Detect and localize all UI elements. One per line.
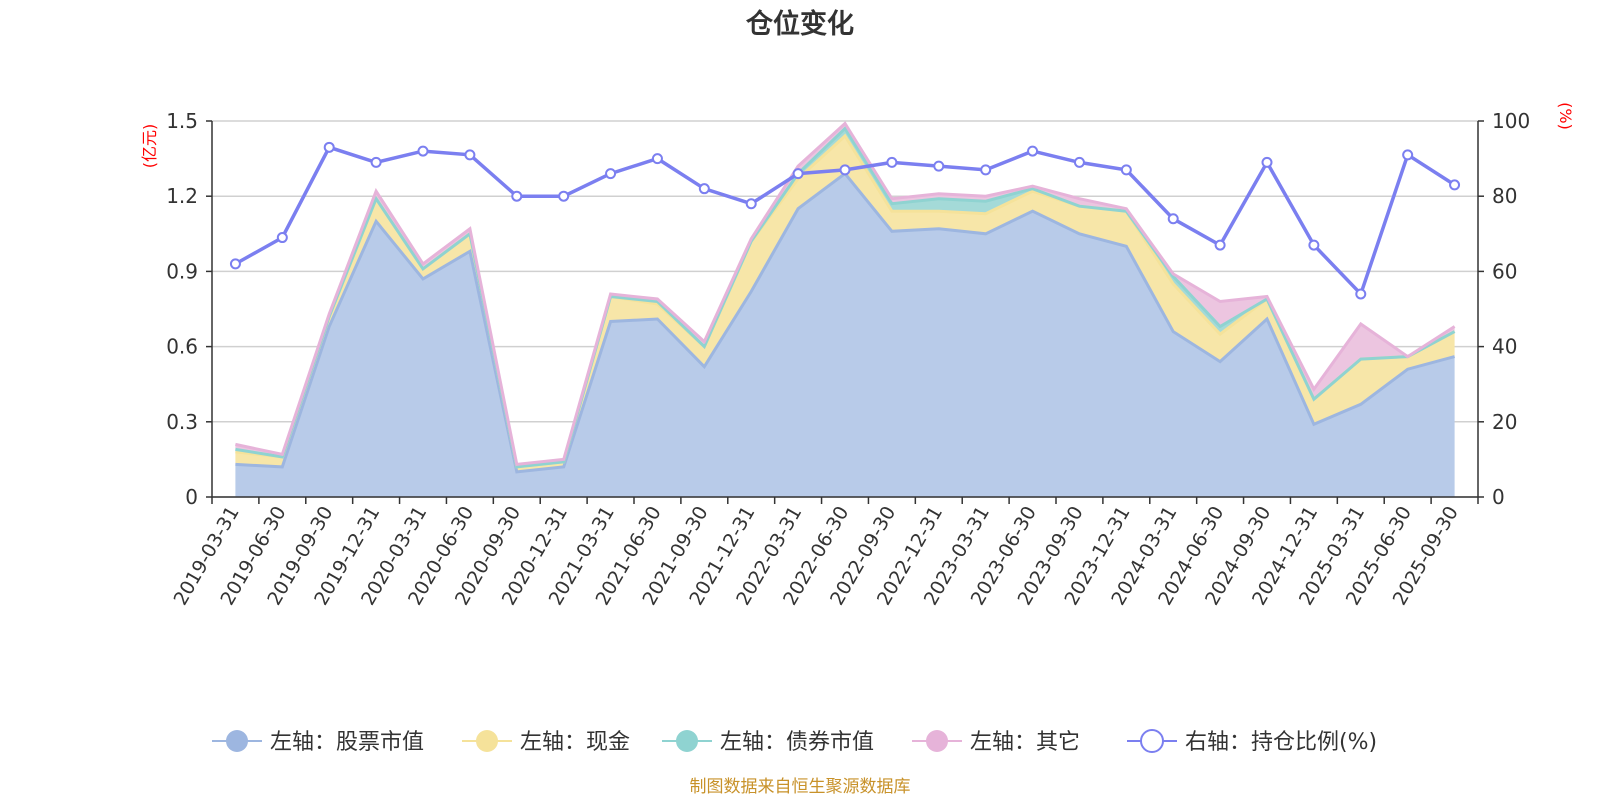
left-tick-label-1: 0.3: [166, 410, 198, 434]
right-tick-label-4: 80: [1492, 184, 1517, 208]
ratio-point-7: [558, 190, 570, 202]
legend-item-3: 左轴：其它: [912, 730, 1080, 755]
ratio-point-23: [1308, 239, 1320, 251]
ratio-point-5: [464, 149, 476, 161]
ratio-point-19: [1120, 164, 1132, 176]
stacked-areas: [235, 121, 1456, 497]
ratio-point-6: [511, 190, 523, 202]
ratio-point-22: [1261, 156, 1273, 168]
ratio-point-17: [1027, 145, 1039, 157]
left-axis-unit: (亿元): [140, 124, 159, 169]
right-axis-unit: (%): [1556, 102, 1575, 130]
ratio-point-8: [605, 168, 617, 180]
right-tick-label-3: 60: [1492, 259, 1517, 283]
area-series-0: [235, 173, 1455, 497]
chart-title: 仓位变化: [745, 8, 854, 40]
ratio-point-20: [1167, 213, 1179, 225]
ratio-point-24: [1355, 288, 1367, 300]
legend-item-1: 左轴：现金: [462, 730, 630, 755]
ratio-point-10: [698, 183, 710, 195]
legend-label-3: 左轴：其它: [970, 730, 1080, 755]
right-tick-label-2: 40: [1492, 335, 1517, 359]
area-series-line-3: [235, 121, 1456, 467]
right-tick-label-5: 100: [1492, 109, 1530, 133]
right-tick-label-0: 0: [1492, 485, 1505, 509]
legend-marker-0: [226, 730, 248, 752]
legend-marker-1: [476, 730, 498, 752]
ratio-point-0: [229, 258, 241, 270]
legend-label-4: 右轴：持仓比例(%): [1185, 730, 1377, 755]
ratio-point-3: [370, 156, 382, 168]
source-note: 制图数据来自恒生聚源数据库: [690, 777, 911, 797]
legend-item-0: 左轴：股票市值: [212, 730, 424, 755]
ratio-point-26: [1449, 179, 1461, 191]
legend-item-2: 左轴：债券市值: [662, 730, 874, 755]
ratio-point-16: [980, 164, 992, 176]
legend-marker-2: [676, 730, 698, 752]
left-tick-label-3: 0.9: [166, 259, 198, 283]
ratio-point-11: [745, 198, 757, 210]
ratio-point-12: [792, 168, 804, 180]
ratio-point-14: [886, 156, 898, 168]
legend: 左轴：股票市值 左轴：现金 左轴：债券市值 左轴：其它 右轴：持仓比例(%): [212, 729, 1377, 755]
ratio-point-13: [839, 164, 851, 176]
legend-label-0: 左轴：股票市值: [270, 730, 424, 755]
right-tick-label-1: 20: [1492, 410, 1517, 434]
ratio-point-18: [1073, 156, 1085, 168]
ratio-point-9: [651, 153, 663, 165]
ratio-point-15: [933, 160, 945, 172]
left-tick-label-0: 0: [185, 485, 198, 509]
area-series-line-2: [235, 126, 1456, 469]
left-tick-label-2: 0.6: [166, 335, 198, 359]
ratio-line-series: [229, 141, 1461, 300]
ratio-point-21: [1214, 239, 1226, 251]
legend-label-1: 左轴：现金: [520, 730, 630, 755]
ratio-point-1: [276, 232, 288, 244]
legend-label-2: 左轴：债券市值: [720, 730, 874, 755]
left-tick-label-5: 1.5: [166, 109, 198, 133]
ratio-point-25: [1402, 149, 1414, 161]
left-tick-label-4: 1.2: [166, 184, 198, 208]
legend-marker-4: [1140, 729, 1164, 753]
ratio-point-4: [417, 145, 429, 157]
ratio-point-2: [323, 141, 335, 153]
legend-marker-3: [926, 730, 948, 752]
legend-item-4: 右轴：持仓比例(%): [1127, 729, 1377, 755]
